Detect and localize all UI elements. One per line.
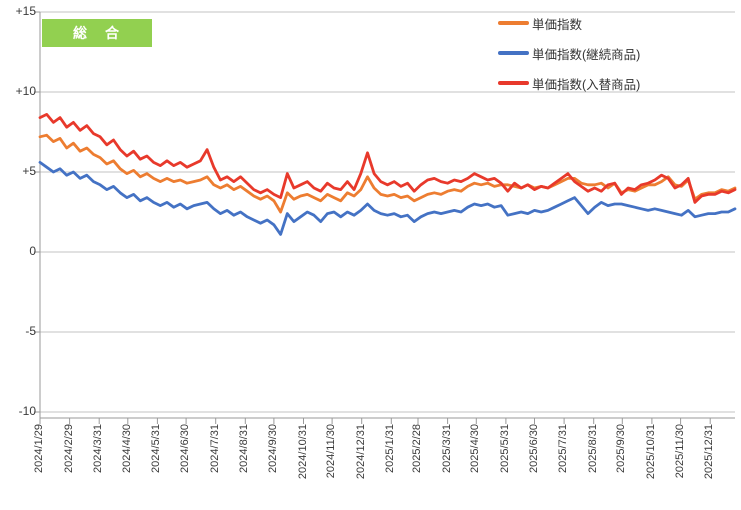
x-axis-label: 2025/4/30 (469, 424, 482, 473)
x-axis-label: 2025/1/31 (384, 424, 397, 473)
x-axis-label: 2025/8/31 (586, 424, 599, 473)
legend-label: 単価指数 (532, 17, 583, 32)
x-axis-label: 2024/1/29 (33, 424, 45, 473)
x-axis-label: 2024/3/31 (92, 424, 105, 473)
legend-swatch-icon (498, 51, 529, 55)
legend-swatch-icon (498, 81, 529, 85)
legend-item-2: 単価指数(入替商品) (498, 68, 640, 98)
legend-label: 単価指数(継続商品) (532, 47, 641, 62)
x-axis-label: 2025/11/30 (673, 424, 686, 479)
y-axis-label: -10 (18, 404, 36, 418)
x-axis-label: 2024/10/31 (296, 424, 309, 480)
y-axis-label: +5 (22, 164, 36, 178)
legend-item-1: 単価指数(継続商品) (498, 38, 640, 68)
legend-item-0: 単価指数 (498, 8, 640, 38)
x-axis-label: 2024/11/30 (325, 424, 338, 479)
x-axis-label: 2024/4/30 (120, 424, 133, 473)
y-axis-label: -5 (25, 324, 36, 338)
x-axis-label: 2024/8/31 (238, 424, 251, 473)
y-axis-label: 0 (29, 244, 36, 258)
x-axis-label: 2024/9/30 (266, 424, 279, 473)
x-axis-label: 2025/12/31 (703, 424, 716, 480)
legend-label: 単価指数(入替商品) (532, 77, 641, 92)
x-axis-label: 2025/2/28 (411, 424, 423, 473)
x-axis-label: 2024/12/31 (354, 424, 367, 480)
x-axis-label: 2025/5/31 (498, 424, 511, 473)
series-line-0 (38, 133, 737, 214)
series-line-2 (38, 113, 737, 204)
legend-swatch-icon (498, 21, 529, 25)
x-axis-label: 2024/6/30 (179, 424, 192, 473)
x-axis-label: 2024/5/31 (150, 424, 163, 473)
x-axis-label: 2024/2/29 (62, 424, 75, 473)
x-axis-label: 2025/6/30 (527, 424, 540, 473)
x-axis-label: 2024/7/31 (208, 424, 221, 473)
y-axis-label: +10 (15, 84, 36, 98)
series-line-1 (38, 160, 737, 236)
y-axis-label: +15 (15, 4, 36, 18)
x-axis-label: 2025/3/31 (440, 424, 453, 473)
x-axis-label: 2025/7/31 (557, 424, 570, 473)
category-badge: 総 合 (42, 19, 152, 47)
legend: 単価指数単価指数(継続商品) 単価指数(入替商品) (498, 8, 640, 98)
x-axis-label: 2025/9/30 (615, 424, 628, 473)
x-axis-label: 2025/10/31 (644, 424, 657, 480)
